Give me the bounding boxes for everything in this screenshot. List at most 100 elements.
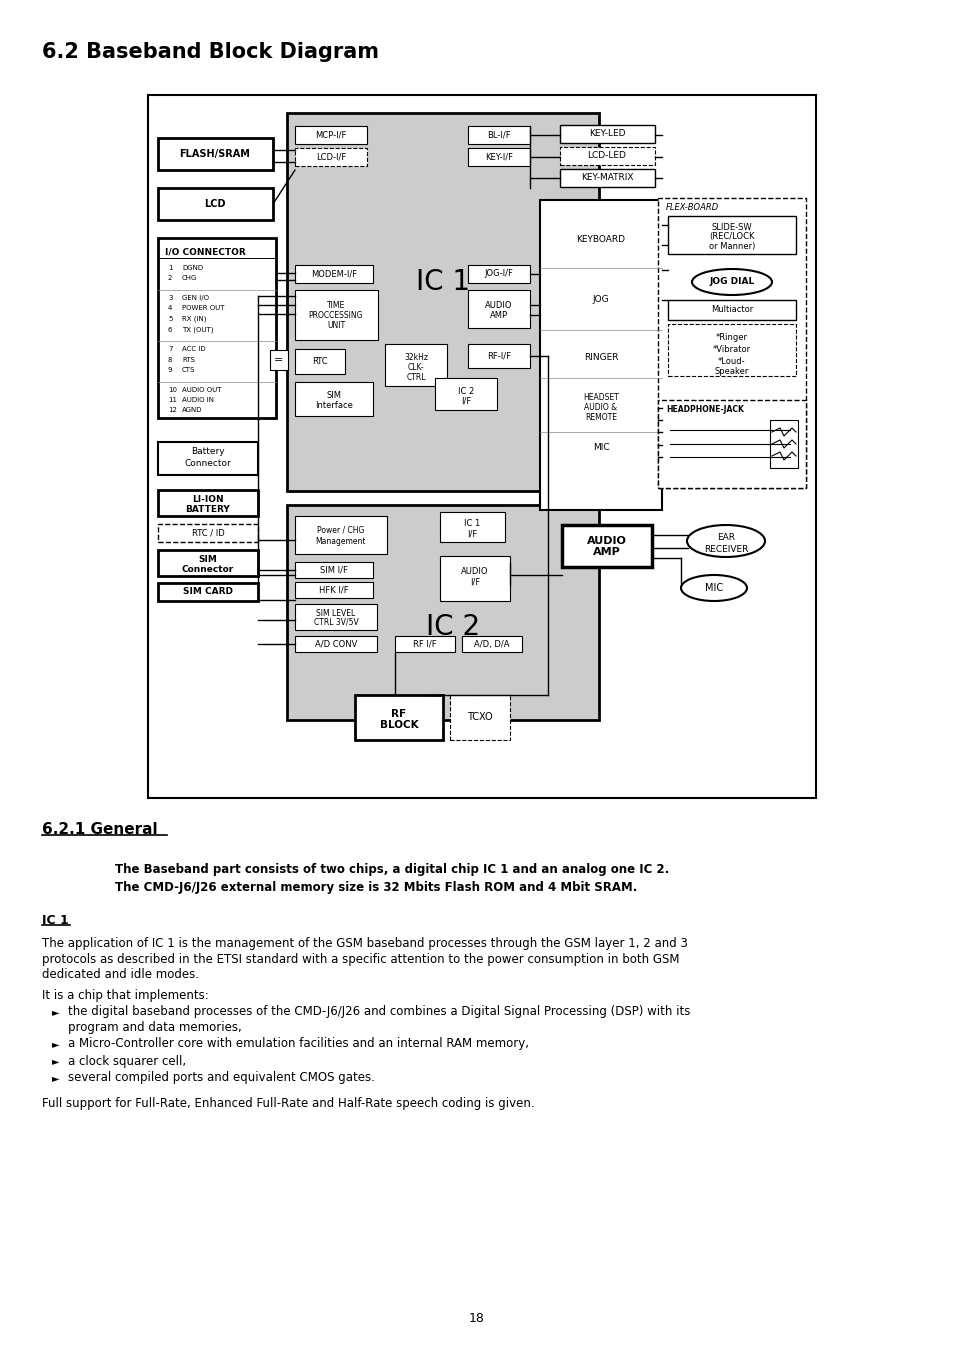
Text: AUDIO OUT: AUDIO OUT (182, 386, 221, 393)
Text: AUDIO: AUDIO (586, 536, 626, 546)
Bar (439, 557, 510, 601)
Text: IC 1: IC 1 (416, 267, 470, 296)
Text: RINGER: RINGER (583, 354, 618, 362)
Text: I/O CONNECTOR: I/O CONNECTOR (165, 247, 245, 257)
Text: AGND: AGND (182, 408, 202, 413)
Bar (539, 200, 661, 509)
Text: The application of IC 1 is the management of the GSM baseband processes through : The application of IC 1 is the managemen… (42, 936, 687, 950)
Text: JOG DIAL: JOG DIAL (709, 277, 754, 286)
Bar (450, 694, 510, 740)
Text: or Manner): or Manner) (708, 242, 755, 251)
Bar (559, 126, 655, 143)
Bar (294, 516, 387, 554)
Text: *Ringer: *Ringer (716, 334, 747, 343)
Text: 2: 2 (168, 276, 172, 281)
Text: BL-I/F: BL-I/F (487, 131, 510, 139)
Text: TX (OUT): TX (OUT) (182, 326, 213, 332)
Text: 6.2 Baseband Block Diagram: 6.2 Baseband Block Diagram (42, 42, 378, 62)
Text: LCD-I/F: LCD-I/F (315, 153, 346, 162)
Text: The CMD-J6/J26 external memory size is 32 Mbits Flash ROM and 4 Mbit SRAM.: The CMD-J6/J26 external memory size is 3… (115, 881, 637, 894)
Text: MODEM-I/F: MODEM-I/F (311, 269, 356, 278)
Text: A/D, D/A: A/D, D/A (474, 639, 509, 648)
Bar (468, 290, 530, 328)
Text: 9: 9 (168, 367, 172, 373)
Text: CTS: CTS (182, 367, 195, 373)
Text: (REC/LOCK: (REC/LOCK (708, 232, 754, 242)
Text: RF: RF (391, 709, 406, 719)
Text: Connector: Connector (182, 565, 233, 574)
Text: CLK-: CLK- (407, 362, 424, 372)
Text: 32kHz: 32kHz (403, 353, 428, 362)
Text: POWER OUT: POWER OUT (182, 305, 224, 312)
Bar (158, 524, 257, 542)
Ellipse shape (680, 576, 746, 601)
Bar (667, 324, 795, 376)
Text: AUDIO IN: AUDIO IN (182, 397, 213, 403)
Bar (148, 95, 815, 798)
Text: SIM CARD: SIM CARD (183, 588, 233, 597)
Text: several compiled ports and equivalent CMOS gates.: several compiled ports and equivalent CM… (68, 1071, 375, 1085)
Bar (158, 138, 273, 170)
Bar (158, 584, 257, 601)
Text: 4: 4 (168, 305, 172, 312)
Text: Management: Management (315, 536, 366, 546)
Text: Connector: Connector (185, 458, 232, 467)
Text: EAR: EAR (717, 532, 734, 542)
Text: KEY-LED: KEY-LED (588, 130, 624, 139)
Text: FLEX-BOARD: FLEX-BOARD (665, 203, 719, 212)
Text: CHG: CHG (182, 276, 197, 281)
Text: 11: 11 (168, 397, 177, 403)
Text: I/F: I/F (470, 577, 479, 586)
Bar (395, 636, 455, 653)
Bar (287, 505, 598, 720)
Bar (468, 345, 530, 367)
Bar (294, 636, 376, 653)
Bar (270, 350, 288, 370)
Ellipse shape (691, 269, 771, 295)
Bar (294, 562, 373, 578)
Text: =: = (274, 355, 283, 365)
Bar (294, 290, 377, 340)
Text: IC 1: IC 1 (42, 913, 69, 927)
Text: the digital baseband processes of the CMD-J6/J26 and combines a Digital Signal P: the digital baseband processes of the CM… (68, 1005, 690, 1019)
Text: The Baseband part consists of two chips, a digital chip IC 1 and an analog one I: The Baseband part consists of two chips,… (115, 863, 669, 877)
Text: Full support for Full-Rate, Enhanced Full-Rate and Half-Rate speech coding is gi: Full support for Full-Rate, Enhanced Ful… (42, 1097, 534, 1109)
Text: 10: 10 (168, 386, 177, 393)
Text: ►: ► (52, 1073, 59, 1084)
Bar (561, 526, 651, 567)
Text: HEADSET: HEADSET (582, 393, 618, 403)
Bar (658, 400, 805, 488)
Bar (294, 582, 373, 598)
Text: A/D CONV: A/D CONV (314, 639, 356, 648)
Text: RF-I/F: RF-I/F (486, 351, 511, 361)
Text: IC 2: IC 2 (425, 613, 479, 640)
Text: 5: 5 (168, 316, 172, 322)
Text: Battery: Battery (191, 447, 225, 457)
Text: I/F: I/F (460, 396, 471, 405)
Text: UNIT: UNIT (327, 322, 345, 331)
Text: PROCCESSING: PROCCESSING (309, 312, 363, 320)
Text: TIME: TIME (327, 301, 345, 311)
Text: JOG-I/F: JOG-I/F (484, 269, 513, 278)
Bar (158, 238, 275, 417)
Bar (667, 216, 795, 254)
Bar (158, 490, 257, 516)
Text: AUDIO: AUDIO (485, 300, 512, 309)
Text: a clock squarer cell,: a clock squarer cell, (68, 1055, 186, 1067)
Text: KEYBOARD: KEYBOARD (576, 235, 625, 245)
Text: CTRL: CTRL (406, 373, 425, 381)
Bar (559, 169, 655, 186)
Text: protocols as described in the ETSI standard with a specific attention to the pow: protocols as described in the ETSI stand… (42, 952, 679, 966)
Text: RX (IN): RX (IN) (182, 316, 206, 323)
Ellipse shape (686, 526, 764, 557)
Text: ►: ► (52, 1056, 59, 1066)
Bar (468, 149, 530, 166)
Text: RTC / ID: RTC / ID (192, 528, 224, 538)
Bar (439, 512, 504, 542)
Text: Multiactor: Multiactor (710, 305, 752, 315)
Bar (769, 420, 797, 467)
Text: HEADPHONE-JACK: HEADPHONE-JACK (665, 405, 743, 415)
Text: 3: 3 (168, 295, 172, 301)
Text: SIM: SIM (326, 390, 341, 400)
Text: FLASH/SRAM: FLASH/SRAM (179, 149, 251, 159)
